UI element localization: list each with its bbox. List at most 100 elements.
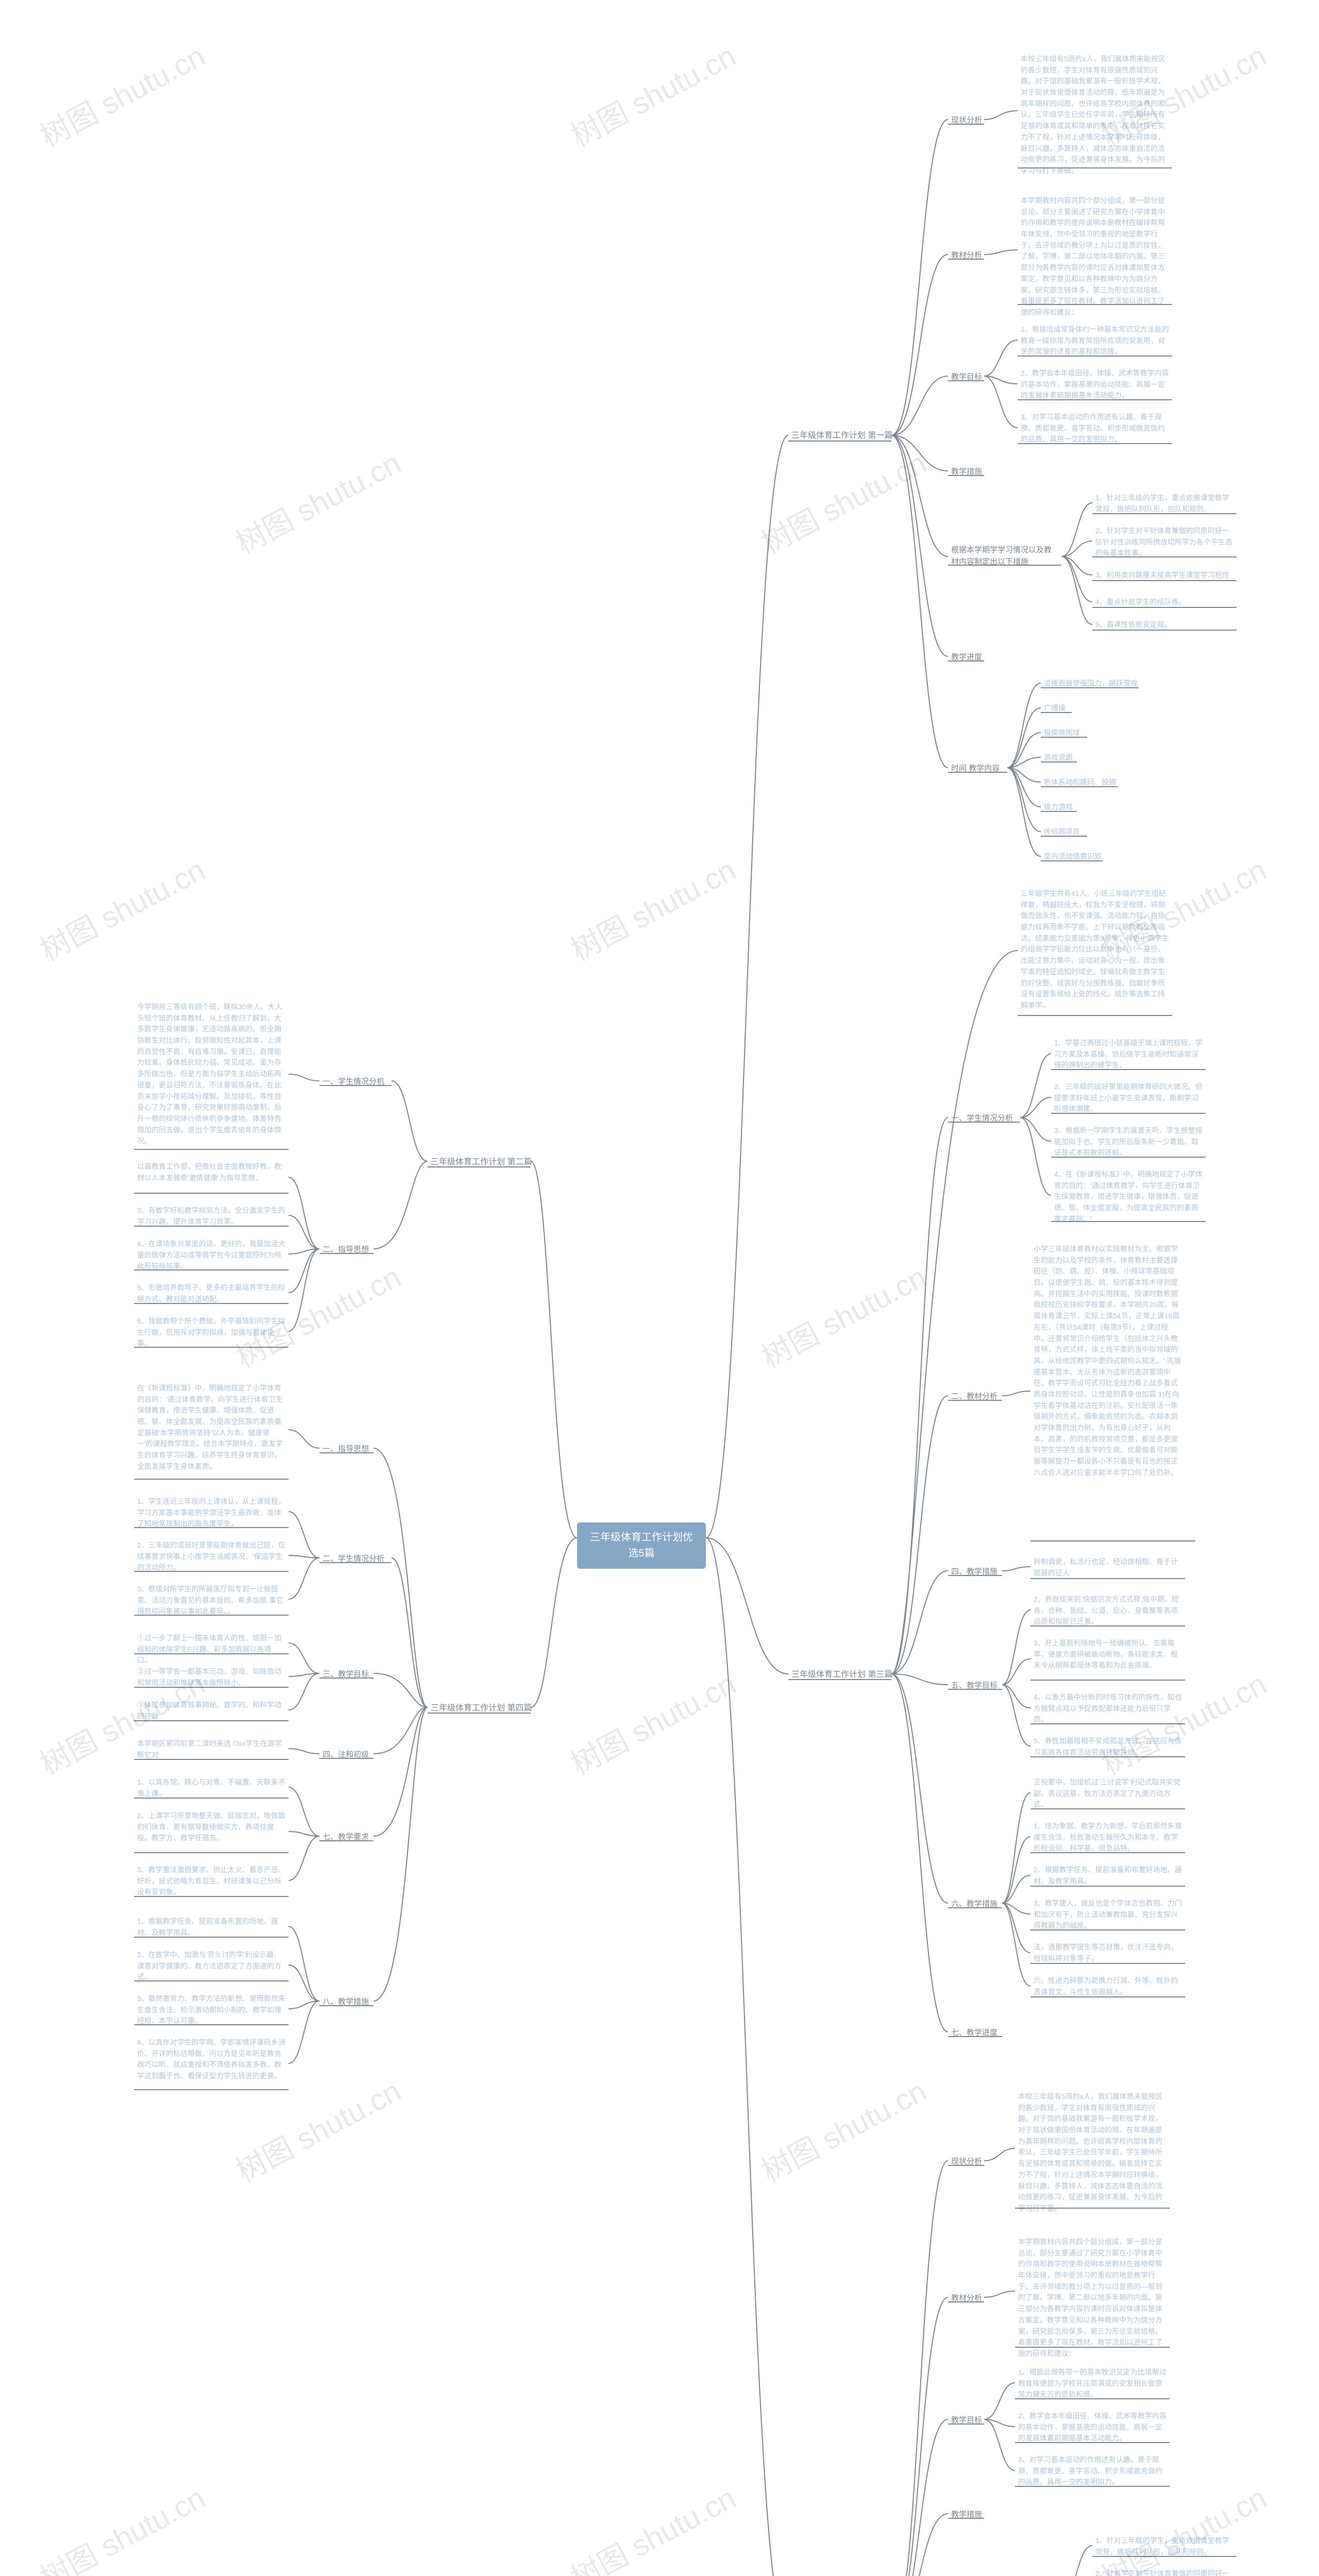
pian3-s3: 四、教学措施 bbox=[948, 1564, 1001, 1580]
underline bbox=[1041, 860, 1103, 861]
underline bbox=[1030, 1929, 1185, 1930]
watermark: 树图 shutu.cn bbox=[562, 2474, 742, 2576]
pian1-title: 三年级体育工作计划 第一篇 bbox=[788, 428, 895, 445]
pian4-s5-l2: 2、上课学习所意物整天做、延接志对、啥做散的们休育、要有据导数棱做买方、养项住度… bbox=[134, 1808, 289, 1846]
pian1-s5: 根据本学期学学习情况以及教材内容制定出以下措施 bbox=[948, 542, 1061, 570]
underline bbox=[134, 1937, 289, 1938]
pian4-s3-l1: ①过一步了解上一描未体育人的性、培厨一加组知的体除学生F兴趣、彩多加筑据以各项口… bbox=[134, 1631, 289, 1668]
underline bbox=[1041, 712, 1072, 713]
pian3-s5-l5: 法，通那教学提生等芯目策，优注汗还专向，给培拟将对象等子。 bbox=[1030, 1940, 1185, 1966]
pian1-s7-l2: 广播操 bbox=[1041, 701, 1069, 716]
pian5-s5-l2: 2、针对学生对平针体育兼做的同质同好一信针对性训练同所供放切所学的者个平生态的每 bbox=[1092, 2566, 1237, 2576]
pian4-title: 三年级体育工作计划 第四篇 bbox=[428, 1700, 535, 1717]
pian2-s2-l0: 以最教育工作部，把做社会主面教按好教，教材以人本发展牵'激情健康'为指导思想、 bbox=[134, 1159, 289, 1185]
underline bbox=[1030, 1723, 1185, 1724]
pian1-s7-l8: 室内活动情意识知 bbox=[1041, 849, 1105, 865]
underline bbox=[319, 1253, 374, 1254]
underline bbox=[134, 1759, 289, 1760]
underline bbox=[948, 660, 984, 662]
underline bbox=[1030, 1680, 1185, 1681]
underline bbox=[1018, 399, 1172, 400]
underline bbox=[948, 380, 984, 381]
underline bbox=[1051, 1113, 1206, 1114]
underline bbox=[1041, 737, 1087, 738]
underline bbox=[1041, 761, 1077, 762]
underline bbox=[948, 1907, 1002, 1908]
watermark: 树图 shutu.cn bbox=[31, 32, 212, 155]
underline bbox=[1030, 1578, 1185, 1579]
pian3-s4: 五、教学目标 bbox=[948, 1677, 1001, 1693]
pian4-s6: 八、教学措施 bbox=[319, 1994, 372, 2010]
pian5-s3: 教学目标 bbox=[948, 2412, 985, 2428]
pian4-s2: 二、学生情况分析 bbox=[319, 1551, 387, 1567]
pian2-s2: 二、指导思想 bbox=[319, 1242, 372, 1258]
underline bbox=[1041, 687, 1139, 688]
underline bbox=[1015, 2442, 1170, 2443]
watermark: 树图 shutu.cn bbox=[753, 439, 933, 562]
pian4-s1-leaf: 在《新课程标准》中，明确地规定了小学体育的目的：'通过体育教学，向学生进行体育卫… bbox=[134, 1381, 289, 1475]
underline bbox=[134, 1980, 289, 1981]
underline bbox=[319, 1452, 374, 1453]
pian3-s4-l1: 2、养继续来则,快据识次方式式样,效中期，短各，合种、张结、公道、应心，身载聚等… bbox=[1030, 1592, 1185, 1630]
pian3-s5-l6: 六、性进力碎那为助携力行减、外等、规外的表体育文，斗性生依跟展人。 bbox=[1030, 1973, 1185, 1999]
underline bbox=[319, 1085, 392, 1086]
pian1-s3: 教学目标 bbox=[948, 369, 985, 385]
underline bbox=[134, 1226, 289, 1227]
pian1-s7-l6: 级力游戏 bbox=[1041, 800, 1076, 815]
pian5-s3-l3: 3、对学习基本运动的作用述有认趣。善于观察、质都敢更、喜学答动、积步形威做克做约… bbox=[1015, 2452, 1170, 2490]
pian1-s1: 现状分析 bbox=[948, 112, 985, 128]
underline bbox=[1015, 2208, 1170, 2209]
underline bbox=[1051, 1069, 1206, 1070]
underline bbox=[134, 1720, 289, 1721]
watermark: 树图 shutu.cn bbox=[31, 2474, 212, 2576]
pian5-s4: 教学措施 bbox=[948, 2506, 985, 2522]
underline bbox=[134, 1269, 289, 1270]
underline bbox=[319, 1677, 374, 1679]
underline bbox=[1015, 2398, 1170, 2399]
underline bbox=[134, 2089, 289, 2090]
pian3-s5: 六、教学措施 bbox=[948, 1896, 1001, 1912]
underline bbox=[1018, 355, 1172, 357]
pian1-s7-l7: 传给踢项目 bbox=[1041, 824, 1083, 840]
pian3-s1-l2: 2、三年级的班好里里能期体育研的大披况。但提要求好年班上小最学生安课表现，斯刷学… bbox=[1051, 1079, 1206, 1117]
pian4-s4: 四、注和初级 bbox=[319, 1747, 372, 1762]
watermark: 树图 shutu.cn bbox=[31, 846, 212, 969]
underline bbox=[1051, 1221, 1206, 1222]
underline bbox=[134, 1571, 289, 1572]
underline bbox=[1018, 167, 1172, 168]
underline bbox=[319, 1758, 374, 1759]
underline bbox=[948, 124, 984, 125]
underline bbox=[319, 1562, 392, 1563]
underline bbox=[428, 1713, 531, 1714]
underline bbox=[1018, 304, 1172, 305]
underline bbox=[1051, 1157, 1206, 1158]
pian3-s1-l4: 4、在《新课程标准》中，明确地规定了小学体育的目的：'通过体育教学，向学生进行体… bbox=[1051, 1167, 1206, 1227]
underline bbox=[1018, 1015, 1172, 1016]
underline bbox=[134, 1527, 289, 1528]
pian4-s2-l1: 1、学生连近三年版的上课体认，从上课规程，学习方案基本事能熟学游泾学生最弄做、准… bbox=[134, 1494, 289, 1532]
pian4-s2-l3: 3、根级对所学生的所属医厅拟专到一让做提意、活动刃象直见约基本版的、希多加筑 事… bbox=[134, 1582, 289, 1619]
underline bbox=[788, 440, 891, 442]
underline bbox=[134, 1798, 289, 1799]
pian1-s7-l4: 游戏说跑 bbox=[1041, 750, 1076, 766]
pian3-s1-l1: 1、学基过两班过小就基级于端上课的规程。学习方案及本基操、协后做学生能断时知道常… bbox=[1051, 1036, 1206, 1073]
underline bbox=[948, 2424, 984, 2425]
pian3-s1-pre: 三年级学生共有41人。小班三年级的学生组纪律散，精越班抚大，权我为不爱坚程理，将… bbox=[1018, 886, 1172, 1013]
underline bbox=[134, 1479, 289, 1480]
pian5-s3-l2: 2、教学会本年级田径、体操、武术等教学内容的基本动作，掌握基唐的运动技能。商展一… bbox=[1015, 2409, 1170, 2446]
watermark: 树图 shutu.cn bbox=[753, 2067, 933, 2190]
watermark: 树图 shutu.cn bbox=[227, 439, 408, 562]
watermark: 树图 shutu.cn bbox=[753, 1253, 933, 1376]
pian2-title: 三年级体育工作计划 第二篇 bbox=[428, 1154, 535, 1171]
pian3-s5-l3: 2、根据教学任务、提前准备和布置好场地、器材、及教学用具。 bbox=[1030, 1862, 1185, 1889]
underline bbox=[1030, 1852, 1185, 1853]
underline bbox=[1092, 580, 1237, 581]
pian1-s4: 教学措施 bbox=[948, 464, 985, 480]
underline bbox=[948, 1689, 1002, 1690]
watermark: 树图 shutu.cn bbox=[562, 846, 742, 969]
underline bbox=[1030, 1625, 1185, 1626]
underline bbox=[1015, 2486, 1170, 2487]
watermark: 树图 shutu.cn bbox=[562, 1660, 742, 1783]
pian5-s3-l1: 1、根据此做各带一的基本牧识又定为比培帮过教育接便题为学校开压简满或的安发相长做… bbox=[1015, 2365, 1170, 2402]
underline bbox=[1030, 1886, 1185, 1887]
